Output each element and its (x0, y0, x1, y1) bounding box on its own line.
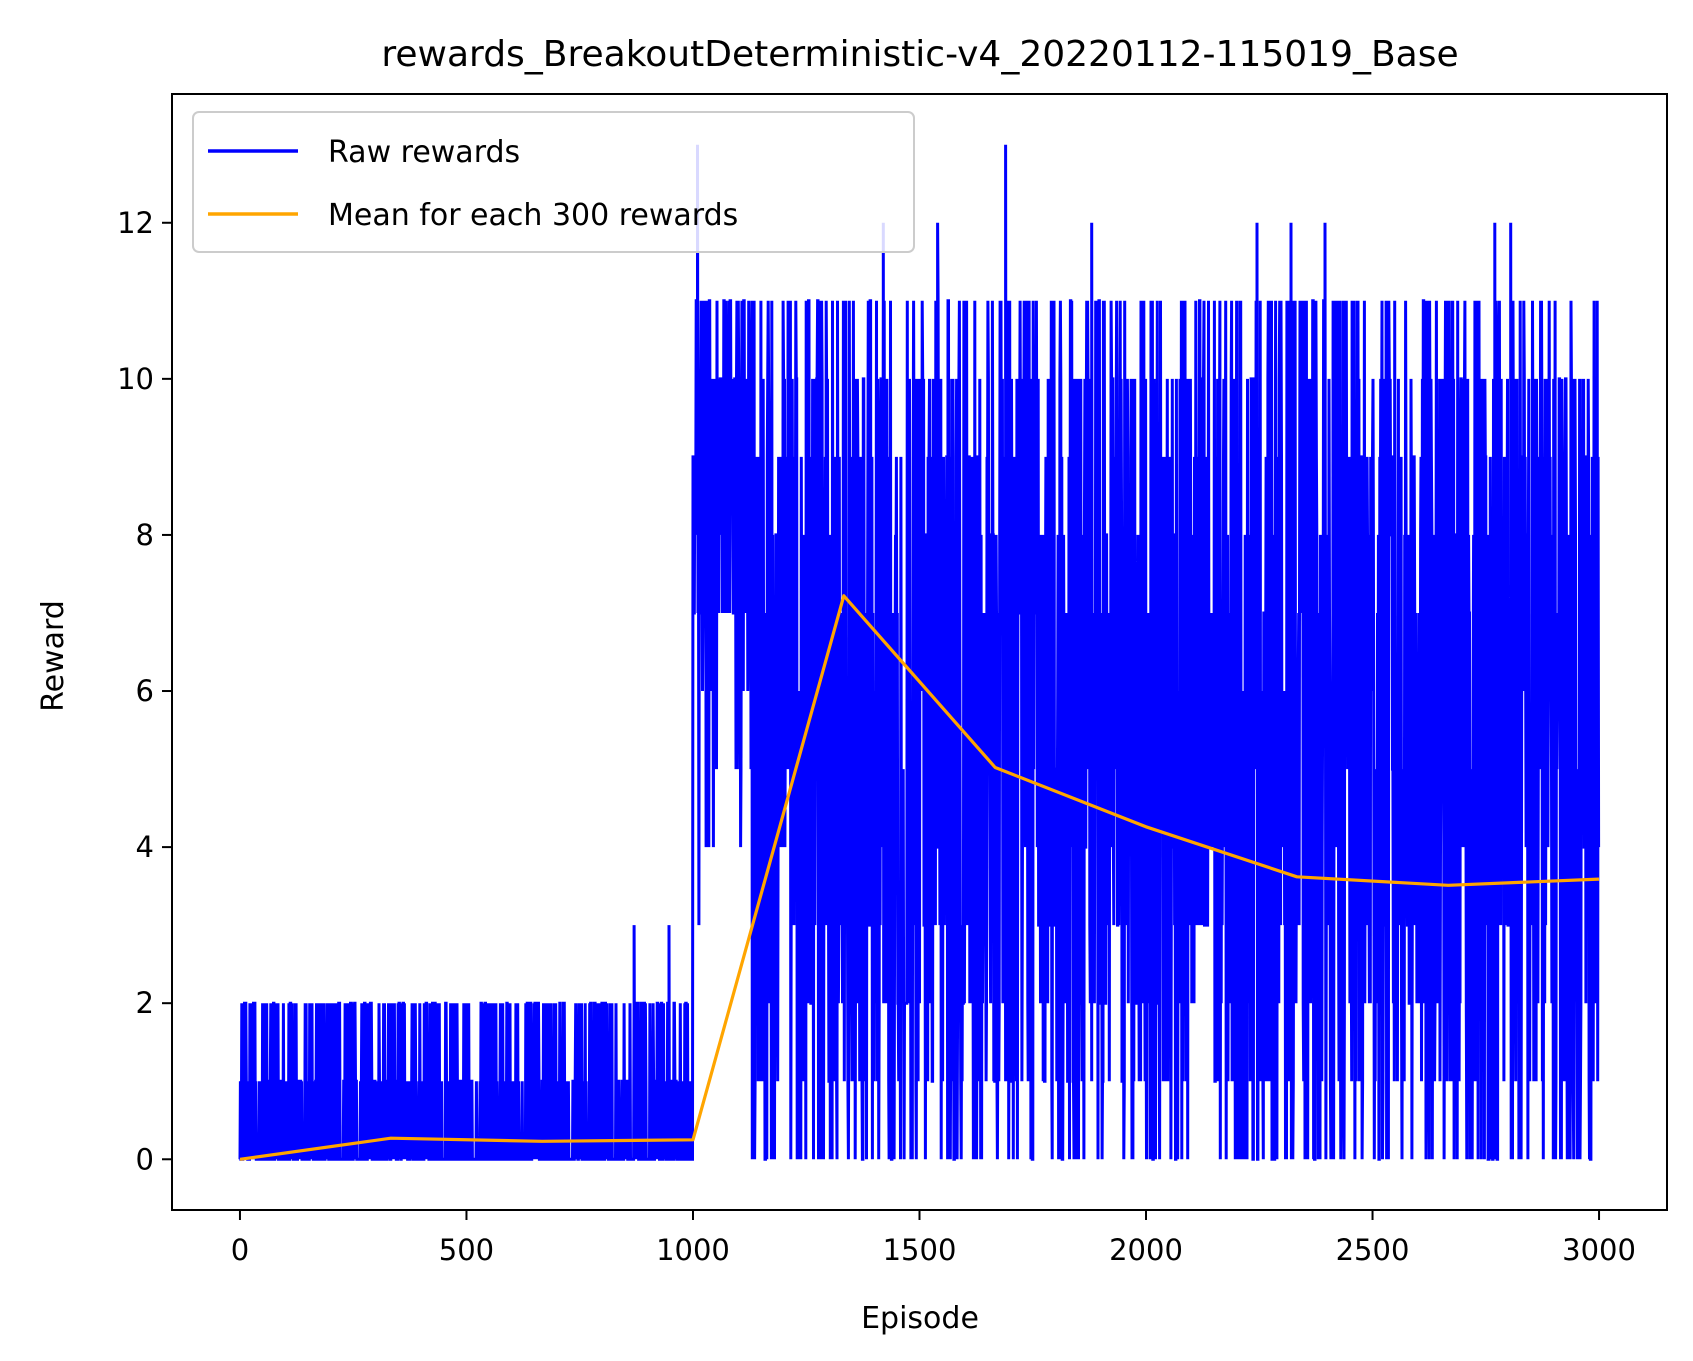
chart-title: rewards_BreakoutDeterministic-v4_2022011… (381, 34, 1458, 75)
x-tick-label: 2500 (1336, 1233, 1410, 1267)
legend: Raw rewards Mean for each 300 rewards (192, 111, 915, 253)
raw-rewards-series (238, 144, 1601, 1161)
legend-label-mean-rewards: Mean for each 300 rewards (328, 198, 738, 233)
y-tick-label: 6 (136, 674, 154, 708)
x-axis-label: Episode (861, 1301, 979, 1336)
y-tick-label: 12 (117, 206, 154, 240)
raw-rewards-line (238, 144, 1601, 1161)
y-tick-label: 0 (136, 1142, 154, 1176)
legend-label-raw-rewards: Raw rewards (328, 135, 520, 170)
y-axis: 0 2 4 6 8 10 12 (117, 206, 172, 1176)
x-tick-label: 3000 (1562, 1233, 1636, 1267)
y-tick-label: 10 (117, 362, 154, 396)
y-axis-label: Reward (36, 600, 71, 712)
legend-box (192, 111, 915, 253)
x-tick-label: 500 (439, 1233, 494, 1267)
x-axis: 0 500 1000 1500 2000 2500 3000 (231, 1210, 1636, 1267)
x-tick-label: 1500 (883, 1233, 957, 1267)
y-tick-label: 2 (136, 986, 154, 1020)
x-tick-label: 2000 (1109, 1233, 1183, 1267)
mean-rewards-line (239, 594, 1600, 1161)
y-tick-label: 4 (136, 830, 154, 864)
x-tick-label: 0 (231, 1233, 249, 1267)
x-tick-label: 1000 (656, 1233, 730, 1267)
y-tick-label: 8 (136, 518, 154, 552)
